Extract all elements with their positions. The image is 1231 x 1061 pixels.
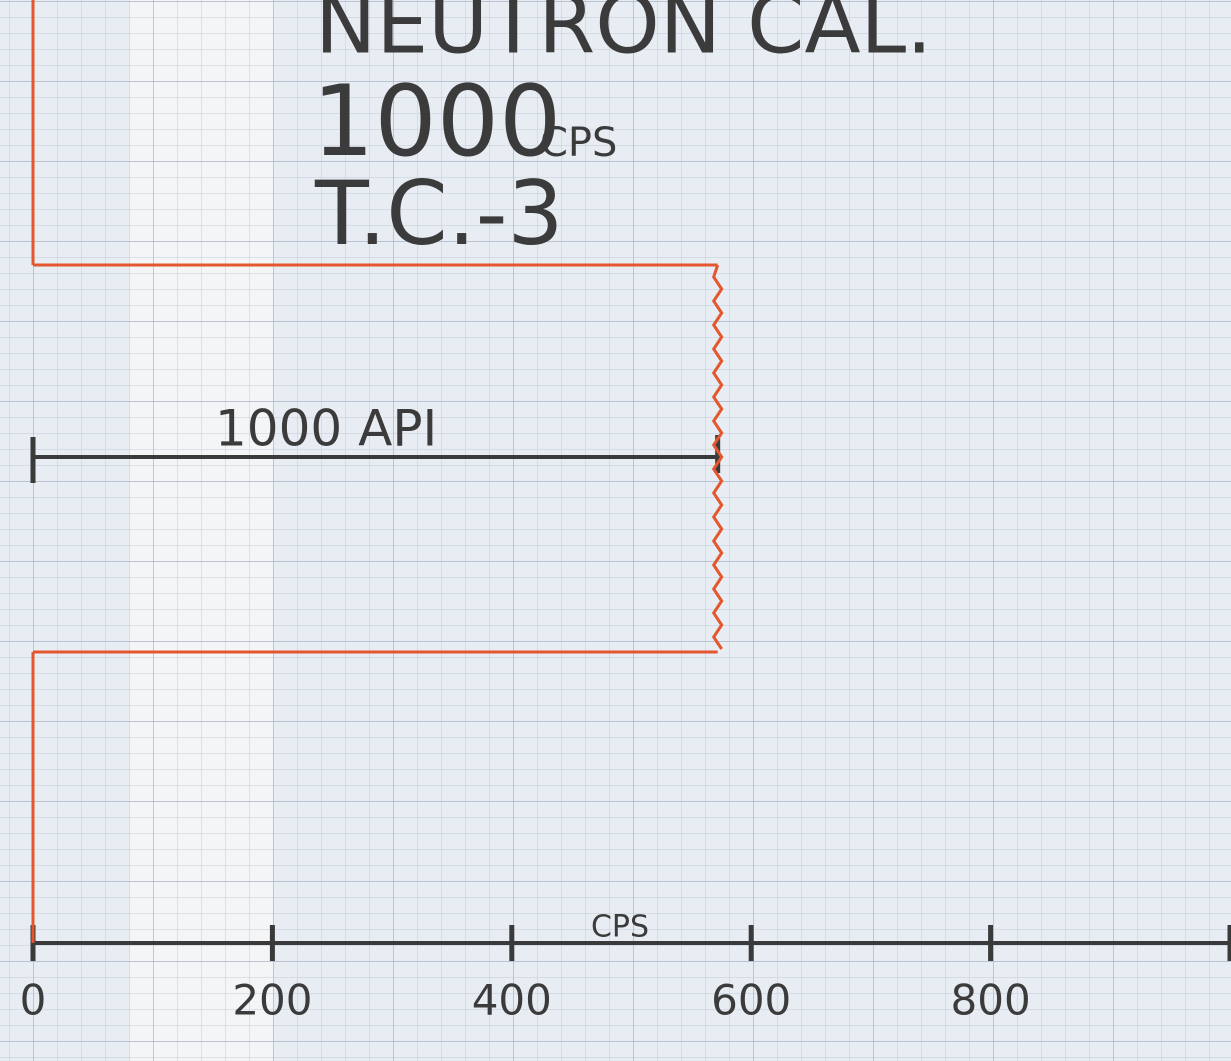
x-tick-label: 400 bbox=[472, 976, 552, 1025]
x-tick-label: 200 bbox=[232, 976, 312, 1025]
x-tick-label: 0 bbox=[20, 976, 47, 1025]
x-axis-label: CPS bbox=[591, 910, 649, 945]
x-tick-label: 800 bbox=[951, 976, 1031, 1025]
x-tick-label: 600 bbox=[711, 976, 791, 1025]
api-label: 1000 API bbox=[215, 400, 437, 458]
annotation: T.C.-3 bbox=[314, 162, 563, 265]
annotation: CPS bbox=[540, 120, 617, 166]
annotation: 1000 bbox=[312, 65, 561, 179]
trace-segment bbox=[711, 264, 724, 650]
chart-title: NEUTRON CAL. bbox=[315, 0, 932, 72]
